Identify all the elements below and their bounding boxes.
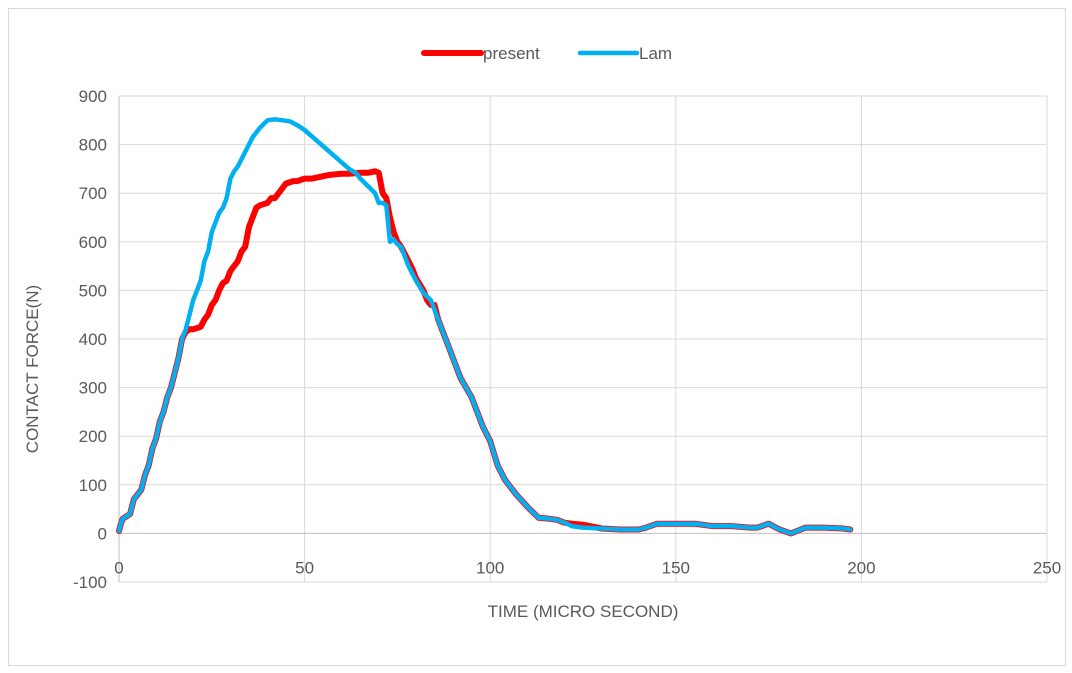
gridlines bbox=[119, 95, 1048, 583]
x-tick-label: 50 bbox=[295, 558, 314, 577]
y-tick-label: 400 bbox=[79, 330, 107, 349]
y-tick-label: 300 bbox=[79, 379, 107, 398]
x-axis-title: TIME (MICRO SECOND) bbox=[488, 602, 679, 621]
x-tick-label: 0 bbox=[114, 558, 123, 577]
tick-labels: -100 0 100 200 300 400 500 600 700 800 900 0 50 100 15… bbox=[73, 87, 1061, 592]
series-lines bbox=[116, 117, 854, 537]
x-tick-label: 200 bbox=[847, 558, 875, 577]
y-tick-label: 200 bbox=[79, 427, 107, 446]
y-tick-label: 0 bbox=[98, 524, 107, 543]
y-tick-label: 700 bbox=[79, 184, 107, 203]
y-tick-label: -100 bbox=[73, 573, 107, 592]
y-tick-label: 900 bbox=[79, 87, 107, 106]
legend: present Lam bbox=[421, 44, 672, 63]
y-tick-label: 500 bbox=[79, 281, 107, 300]
axes bbox=[118, 96, 1047, 582]
x-tick-label: 150 bbox=[662, 558, 690, 577]
series-line-lam bbox=[116, 117, 853, 536]
series-line-present bbox=[116, 168, 854, 537]
x-tick-label: 100 bbox=[476, 558, 504, 577]
y-tick-label: 100 bbox=[79, 476, 107, 495]
legend-label-present: present bbox=[483, 44, 540, 63]
y-tick-label: 600 bbox=[79, 233, 107, 252]
legend-label-lam: Lam bbox=[639, 44, 672, 63]
x-tick-label: 250 bbox=[1033, 558, 1061, 577]
y-tick-label: 800 bbox=[79, 136, 107, 155]
y-axis-title: CONTACT FORCE(N) bbox=[23, 285, 42, 453]
